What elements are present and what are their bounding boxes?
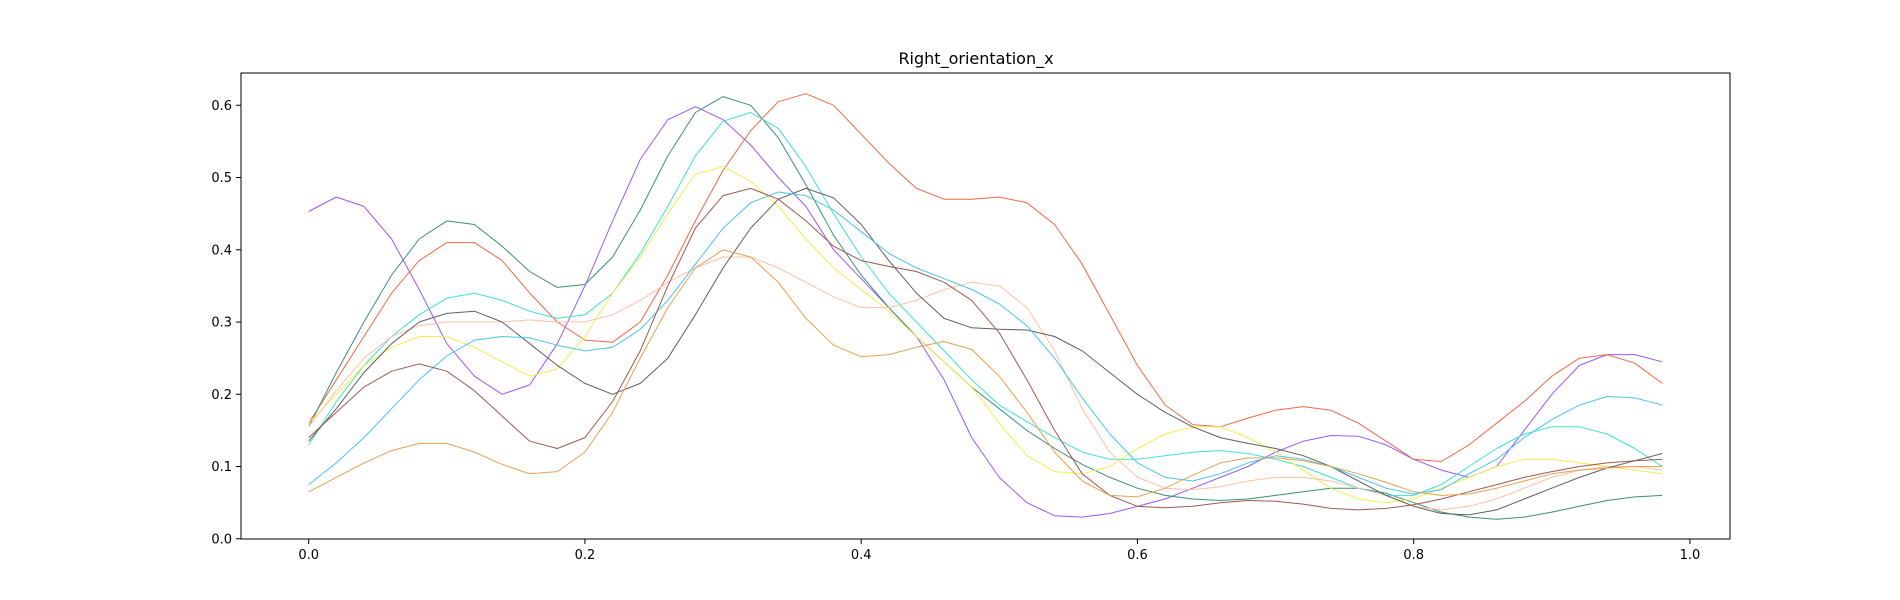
y-tick-label: 0.4 xyxy=(211,243,232,258)
series-line-1 xyxy=(308,106,1663,518)
x-tick-label: 0.6 xyxy=(1127,548,1148,563)
y-tick-label: 0.1 xyxy=(211,460,232,475)
series-line-10 xyxy=(308,249,1663,498)
x-tick-label: 0.0 xyxy=(298,548,319,563)
y-axis: 0.0 0.1 0.2 0.3 0.4 0.5 0.6 xyxy=(211,99,241,547)
x-tick-label: 0.4 xyxy=(851,548,872,563)
x-tick-label: 1.0 xyxy=(1680,548,1701,563)
y-tick-label: 0.6 xyxy=(211,99,232,114)
series-line-8 xyxy=(308,191,1663,495)
plot-frame xyxy=(240,72,1731,540)
series-line-9 xyxy=(308,187,1663,511)
x-axis: 0.0 0.2 0.4 0.6 0.8 1.0 xyxy=(298,539,1700,563)
series-line-6 xyxy=(308,256,1663,511)
series-line-4 xyxy=(308,112,1663,496)
series-line-2 xyxy=(308,93,1663,462)
y-tick-label: 0.0 xyxy=(211,532,232,547)
chart-title: Right_orientation_x xyxy=(898,49,1053,69)
series-layer xyxy=(308,93,1663,520)
x-tick-label: 0.2 xyxy=(575,548,596,563)
series-line-3 xyxy=(308,96,1663,520)
series-line-7 xyxy=(308,187,1663,516)
y-tick-label: 0.5 xyxy=(211,171,232,186)
y-tick-label: 0.3 xyxy=(211,316,232,331)
x-tick-label: 0.8 xyxy=(1403,548,1424,563)
y-tick-label: 0.2 xyxy=(211,388,232,403)
